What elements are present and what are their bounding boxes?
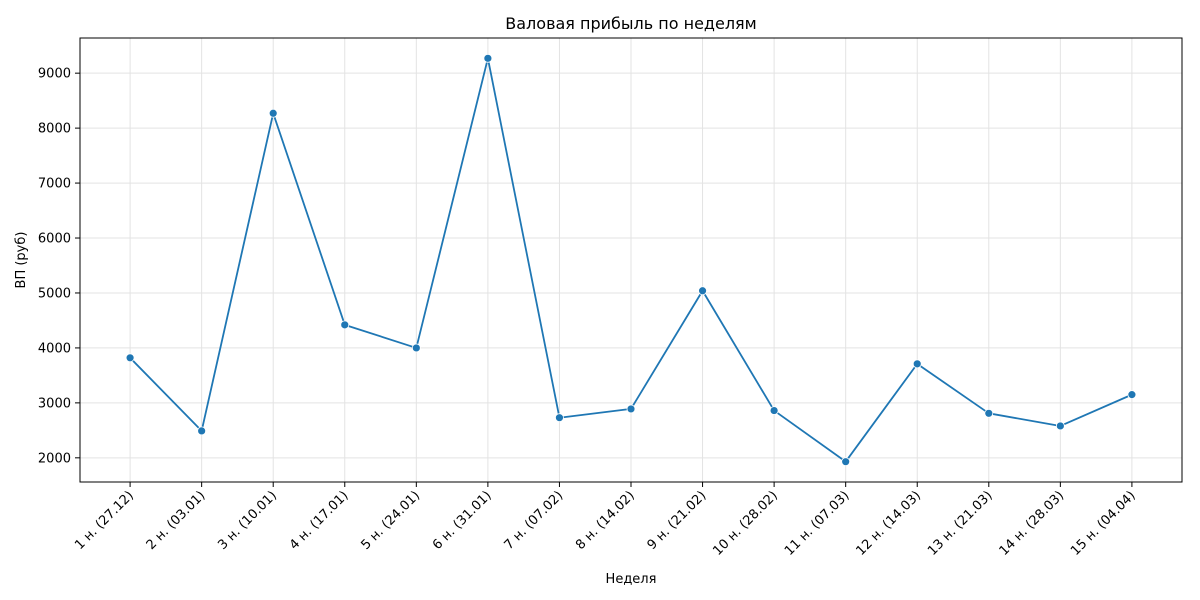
y-tick-label: 7000 xyxy=(38,177,71,192)
series-layer xyxy=(125,53,1137,467)
data-point xyxy=(698,286,707,296)
data-point xyxy=(125,353,135,363)
data-point xyxy=(483,53,493,63)
data-point xyxy=(984,408,994,418)
data-point xyxy=(411,343,421,353)
data-point xyxy=(841,457,851,467)
data-point xyxy=(912,359,922,369)
y-tick-label: 4000 xyxy=(38,341,71,356)
data-point xyxy=(268,108,278,118)
data-point xyxy=(197,426,207,436)
y-tick-label: 5000 xyxy=(38,286,71,301)
y-tick-label: 3000 xyxy=(38,396,71,411)
data-point xyxy=(340,320,350,330)
y-axis-label: ВП (руб) xyxy=(14,232,29,289)
data-point xyxy=(1127,390,1137,400)
y-tick-label: 6000 xyxy=(38,232,71,247)
data-point xyxy=(626,404,636,414)
data-point xyxy=(769,406,779,415)
y-tick-label: 9000 xyxy=(38,67,71,82)
chart-title: Валовая прибыль по неделям xyxy=(505,14,756,33)
y-tick-label: 2000 xyxy=(38,451,71,466)
data-point xyxy=(1055,421,1065,431)
data-point xyxy=(555,413,564,423)
x-axis-label: Неделя xyxy=(606,572,657,587)
grid-lines xyxy=(80,38,1182,482)
y-tick-label: 8000 xyxy=(38,122,71,137)
